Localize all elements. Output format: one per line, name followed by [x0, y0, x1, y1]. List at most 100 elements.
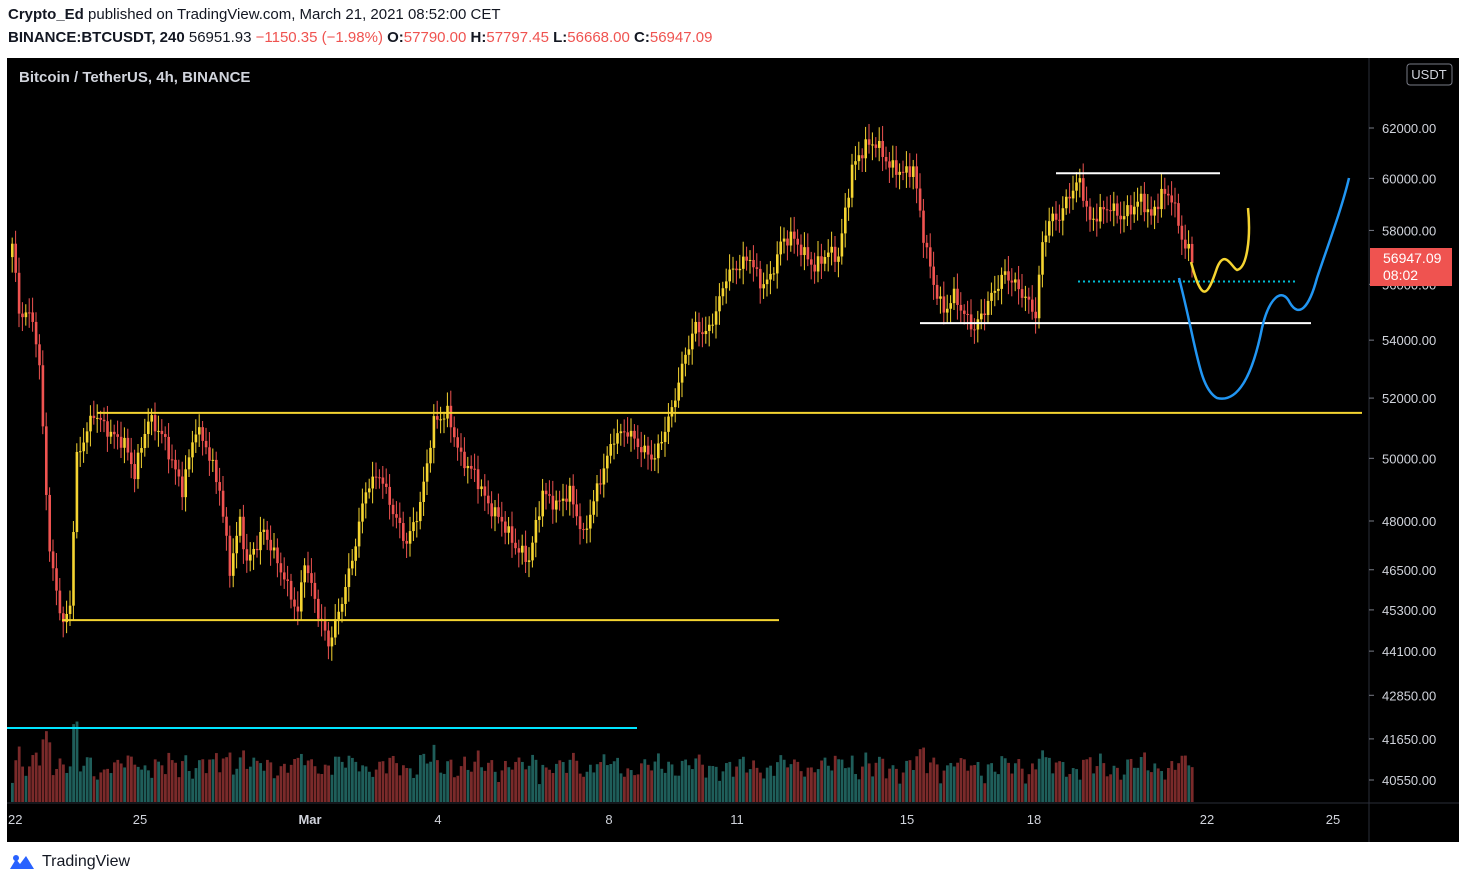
candle-body	[123, 437, 126, 448]
volume-bar	[109, 773, 113, 802]
price-axis[interactable]: 62000.0060000.0058000.0056000.0054000.00…	[1369, 121, 1436, 788]
candle-body	[517, 548, 521, 553]
volume-bar	[1078, 779, 1082, 802]
volume-bar	[997, 774, 1000, 802]
publish-line: Crypto_Ed published on TradingView.com, …	[8, 6, 501, 23]
y-tick-label: 54000.00	[1382, 333, 1436, 348]
volume-bar	[177, 777, 181, 802]
volume-bar	[691, 769, 694, 802]
candle-body	[745, 256, 748, 261]
volume-bar	[1075, 769, 1078, 802]
volume-bar	[65, 772, 69, 802]
volume-bar	[130, 756, 133, 802]
volume-bar	[599, 762, 602, 802]
candle-body	[820, 256, 823, 264]
volume-bar	[718, 780, 721, 802]
volume-bar	[687, 765, 691, 802]
chart-panel[interactable]: 62000.0060000.0058000.0056000.0054000.00…	[7, 58, 1459, 842]
volume-bar	[735, 766, 738, 802]
volume-bar	[96, 779, 99, 802]
candle-body	[1078, 178, 1082, 183]
tradingview-footer[interactable]: TradingView	[8, 850, 130, 874]
volume-bar	[1003, 758, 1007, 802]
volume-bar	[946, 765, 949, 802]
volume-bar	[476, 750, 480, 802]
volume-bar	[1180, 755, 1184, 802]
candle-body	[864, 139, 867, 159]
volume-bar	[1065, 776, 1068, 802]
candle-body	[1119, 215, 1122, 220]
volume-bar	[320, 774, 324, 802]
candle-body	[701, 332, 704, 335]
candle-body	[344, 586, 347, 604]
volume-bar	[242, 750, 245, 802]
candle-body	[966, 313, 969, 315]
volume-bar	[1051, 773, 1055, 802]
candle-body	[850, 164, 854, 198]
candle-body	[551, 495, 555, 510]
volume-bar	[102, 769, 106, 802]
candle-body	[657, 443, 660, 459]
volume-bar	[1150, 772, 1153, 802]
candle-body	[871, 144, 874, 146]
candle-body	[232, 553, 235, 576]
price-chart[interactable]: 62000.0060000.0058000.0056000.0054000.00…	[7, 58, 1459, 842]
candle-body	[589, 514, 592, 529]
candle-body	[62, 613, 65, 623]
volume-bar	[708, 765, 711, 802]
candle-body	[181, 476, 184, 498]
candle-body	[646, 445, 650, 455]
candle-body	[806, 247, 810, 260]
candle-body	[555, 500, 558, 510]
volume-bar	[847, 767, 851, 802]
candle-body	[793, 231, 796, 239]
candle-body	[300, 582, 303, 612]
candle-body	[238, 516, 242, 536]
candle-body	[942, 296, 946, 313]
candle-body	[51, 551, 55, 569]
candle-body	[303, 565, 306, 583]
volume-bar	[225, 757, 228, 802]
candle-body	[436, 416, 439, 420]
candle-body	[510, 526, 514, 543]
candle-body	[878, 140, 881, 148]
candle-body	[432, 416, 436, 448]
candle-body	[21, 313, 24, 318]
time-axis[interactable]: 22 25 Mar 4 8 11 15 18 22 25	[8, 812, 1340, 827]
volume-bar	[952, 766, 956, 802]
volume-bar	[381, 761, 385, 802]
candle-body	[327, 630, 330, 647]
candle-body	[357, 521, 361, 547]
volume-bar	[1041, 750, 1044, 802]
candle-body	[255, 548, 259, 551]
volume-bar	[136, 766, 140, 802]
candle-body	[565, 498, 568, 502]
candle-body	[986, 300, 990, 316]
candle-body	[1190, 243, 1194, 263]
candle-body	[306, 565, 310, 574]
candle-body	[126, 437, 130, 453]
candle-body	[276, 547, 279, 564]
candle-body	[755, 267, 759, 269]
yellow-projection-path[interactable]	[1189, 207, 1251, 293]
volume-bar	[215, 753, 218, 802]
candle-body	[11, 243, 14, 258]
candle-body	[385, 483, 388, 487]
publish-info: published on TradingView.com, March 21, …	[88, 6, 501, 23]
volume-bar	[45, 731, 48, 802]
candle-body	[803, 247, 806, 256]
candle-body	[762, 284, 765, 289]
volume-bar	[395, 763, 398, 802]
volume-bar	[772, 775, 776, 802]
price-tag-box	[1370, 248, 1452, 286]
volume-bar	[966, 770, 970, 802]
candle-body	[738, 268, 742, 271]
volume-bar	[1007, 762, 1010, 802]
currency-button[interactable]	[1406, 63, 1453, 86]
author-name[interactable]: Crypto_Ed	[8, 6, 84, 23]
x-tick-label: 18	[1027, 812, 1041, 827]
candle-body	[1150, 209, 1153, 216]
blue-projection-path[interactable]	[1177, 177, 1351, 400]
candle-body	[595, 483, 599, 502]
price-tag-value: 56947.09	[1383, 250, 1442, 266]
